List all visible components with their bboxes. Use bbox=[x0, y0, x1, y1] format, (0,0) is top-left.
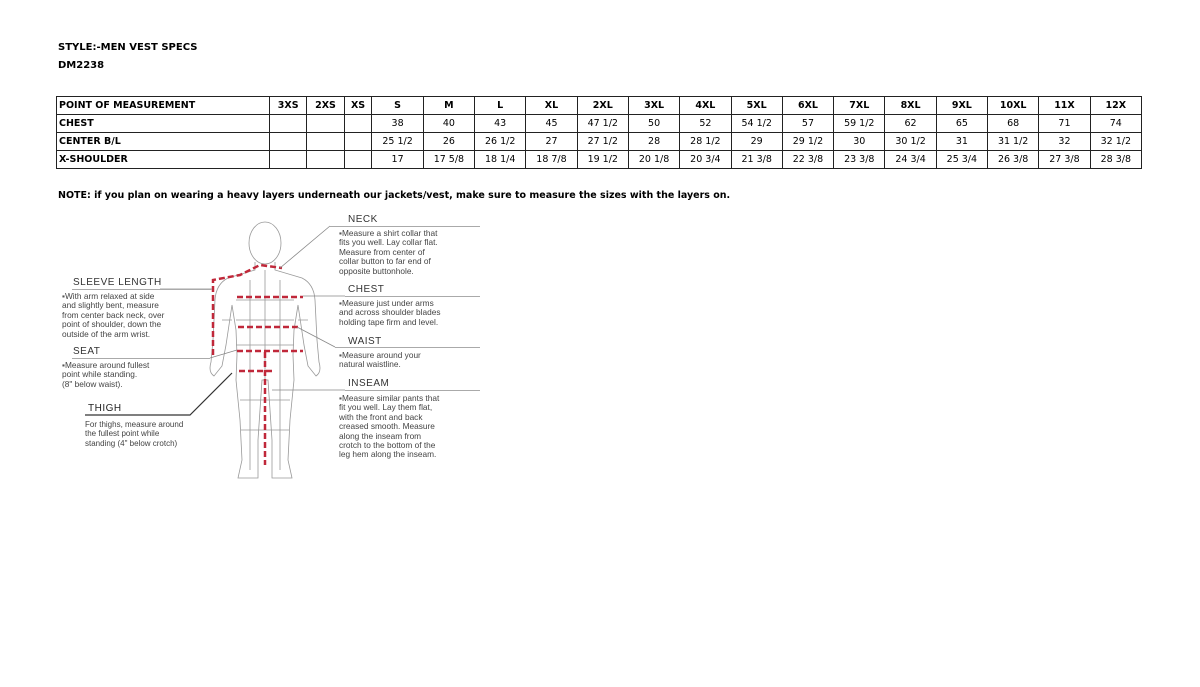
table-row: X-SHOULDER 17 17 5/8 18 1/4 18 7/8 19 1/2 20 1… bbox=[56, 150, 1143, 169]
size-value: 26 3/8 bbox=[987, 150, 1040, 169]
thigh-text: For thighs, measure around the fullest p… bbox=[85, 420, 184, 448]
style-code: DM2238 bbox=[58, 60, 105, 71]
sleeve-title: SLEEVE LENGTH bbox=[73, 277, 162, 288]
size-value: 24 3/4 bbox=[884, 150, 937, 169]
layer-note: NOTE: if you plan on wearing a heavy lay… bbox=[58, 190, 731, 201]
table-row: CENTER B/L 25 1/2 26 26 1/2 27 27 1/2 28 28 1/2… bbox=[56, 132, 1143, 151]
row-label: X-SHOULDER bbox=[56, 150, 270, 169]
table-row: CHEST 38 40 43 45 47 1/2 50 52 54 1/2 57 59 1/2 62 6… bbox=[56, 114, 1143, 133]
inseam-text: Measure similar pants that fit you well.… bbox=[339, 393, 439, 460]
chest-title: CHEST bbox=[348, 284, 385, 295]
neck-text: Measure a shirt collar that fits you wel… bbox=[339, 228, 438, 276]
chest-text: Measure just under arms and across shoul… bbox=[339, 298, 440, 327]
table-header-row: POINT OF MEASUREMENT 3XS 2XS XS S M L XL 2XL 3XL 4… bbox=[56, 96, 1143, 115]
size-value: 17 bbox=[371, 150, 424, 169]
seat-text: Measure around fullest point while stand… bbox=[62, 360, 149, 389]
neck-title: NECK bbox=[348, 214, 378, 225]
size-value: 28 3/8 bbox=[1089, 150, 1143, 169]
leader-lines bbox=[160, 225, 345, 391]
style-title: STYLE:-MEN VEST SPECS bbox=[58, 42, 198, 53]
measure-lines bbox=[211, 263, 303, 465]
header-size: 12X bbox=[1089, 96, 1143, 115]
size-value: 18 7/8 bbox=[525, 150, 578, 169]
size-value bbox=[306, 150, 345, 169]
seat-title: SEAT bbox=[73, 346, 101, 357]
sleeve-line bbox=[211, 263, 283, 355]
spec-table: POINT OF MEASUREMENT 3XS 2XS XS S M L XL 2XL 3XL 4… bbox=[56, 96, 1143, 169]
inseam-title: INSEAM bbox=[348, 378, 390, 389]
thigh-leader bbox=[85, 372, 233, 416]
thigh-title: THIGH bbox=[88, 403, 122, 414]
waist-text: Measure around your natural waistline. bbox=[339, 350, 421, 370]
waist-title: WAIST bbox=[348, 336, 382, 347]
sleeve-text: With arm relaxed at side and slightly be… bbox=[62, 291, 164, 339]
